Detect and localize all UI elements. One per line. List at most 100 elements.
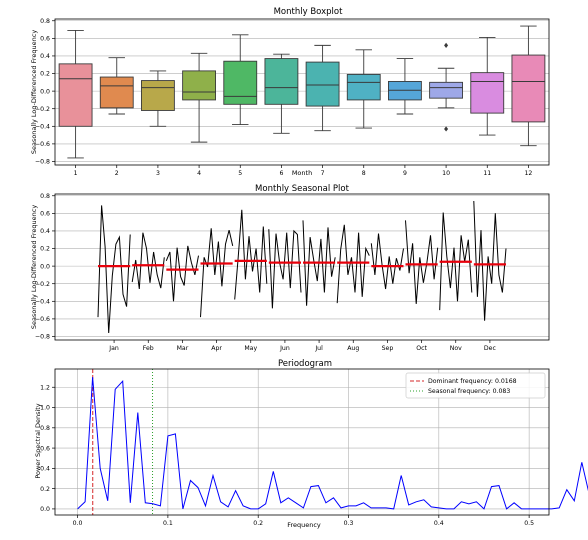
box-month-3 <box>140 70 175 127</box>
x-tick-label: 4 <box>197 170 201 177</box>
subseries-line-Aug <box>336 224 370 304</box>
subseries-line-Jul <box>302 220 336 306</box>
y-tick-label: −0.2 <box>35 281 50 288</box>
y-tick-label: 0.8 <box>40 18 50 25</box>
y-tick-label: −0.2 <box>35 106 50 113</box>
periodogram-legend: Dominant frequency: 0.0168 Seasonal frequ… <box>405 372 546 399</box>
x-tick-label: 6 <box>279 170 283 177</box>
subseries-line-Nov <box>439 212 473 311</box>
legend-label: Seasonal frequency: 0.083 <box>428 388 510 395</box>
box-body <box>511 54 546 123</box>
box-body <box>223 60 258 105</box>
seasonal-axes-frame <box>54 193 550 341</box>
x-tick-label: 2 <box>115 170 119 177</box>
subseries-line-Oct <box>405 220 439 304</box>
boxplot-xlabel: Month <box>292 169 312 177</box>
box-month-9 <box>388 58 422 115</box>
subseries-line-Apr <box>200 228 234 318</box>
x-tick-label: 1 <box>74 170 78 177</box>
boxplot-ylabel: Seasonally Log-Differenced Frequency <box>30 30 38 154</box>
y-tick-label: 0.8 <box>40 193 50 200</box>
box-body <box>264 58 299 105</box>
seasonal-mean-lines <box>98 259 506 271</box>
box-month-5 <box>223 34 258 125</box>
box-month-7 <box>305 44 340 132</box>
periodogram-title: Periodogram <box>278 359 332 369</box>
x-tick-label: 0.0 <box>73 520 83 527</box>
x-tick-label: Jun <box>279 345 290 352</box>
x-tick-label: May <box>244 345 257 352</box>
box-month-1 <box>58 29 93 159</box>
seasonal-ylabel: Seasonally Log-Differenced Frequency <box>30 205 38 329</box>
y-tick-label: −0.6 <box>35 316 50 323</box>
y-tick-label: 0.4 <box>40 466 50 473</box>
subseries-line-Jan <box>97 205 131 334</box>
x-tick-label: 5 <box>238 170 242 177</box>
x-tick-label: Aug <box>347 345 359 352</box>
y-tick-label: −0.8 <box>35 159 50 166</box>
periodogram-panel: Periodogram 0.0 0.2 0.4 0.6 0.8 1.0 1.2 0.0 0.1… <box>34 359 588 529</box>
y-tick-label: 0.0 <box>40 263 50 270</box>
x-tick-label: Dec <box>484 345 497 352</box>
box-body <box>99 76 134 109</box>
x-tick-label: 0.3 <box>344 520 354 527</box>
y-tick-label: −0.6 <box>35 141 50 148</box>
box-body <box>305 61 340 107</box>
seasonal-title: Monthly Seasonal Plot <box>255 184 350 194</box>
outlier-point <box>444 42 449 48</box>
periodogram-y-ticks: 0.0 0.2 0.4 0.6 0.8 1.0 1.2 <box>40 384 55 513</box>
y-tick-label: 0.2 <box>40 246 50 253</box>
periodogram-x-ticks: 0.0 0.1 0.2 0.3 0.4 0.5 <box>73 515 534 527</box>
box-body <box>58 63 93 127</box>
boxplot-x-ticks: 1 2 3 4 5 6 7 8 9 10 11 12 <box>74 165 532 177</box>
boxplot-boxes <box>58 25 546 159</box>
x-tick-label: Jul <box>314 345 323 352</box>
x-tick-label: 3 <box>156 170 160 177</box>
periodogram-line <box>77 377 588 510</box>
x-tick-label: Jan <box>108 345 119 352</box>
periodogram-axes-frame <box>54 368 550 516</box>
x-tick-label: 8 <box>362 170 366 177</box>
box-month-10 <box>429 42 464 132</box>
boxplot-gridlines <box>55 20 549 162</box>
y-tick-label: 0.2 <box>40 486 50 493</box>
x-tick-label: Feb <box>143 345 154 352</box>
x-tick-label: 9 <box>403 170 407 177</box>
legend-box <box>405 372 546 399</box>
periodogram-xlabel: Frequency <box>287 521 321 529</box>
box-body <box>470 72 505 114</box>
y-tick-label: 0.0 <box>40 506 50 513</box>
x-tick-label: Mar <box>177 345 189 352</box>
x-tick-label: Sep <box>382 345 394 352</box>
subseries-line-May <box>234 209 268 300</box>
x-tick-label: 7 <box>321 170 325 177</box>
x-tick-label: 12 <box>524 170 532 177</box>
x-tick-label: 0.4 <box>434 520 444 527</box>
boxplot-axes-frame <box>54 18 550 166</box>
y-tick-label: −0.4 <box>35 299 50 306</box>
box-body <box>182 70 217 101</box>
box-month-8 <box>346 49 381 129</box>
psd-line <box>77 377 588 510</box>
box-month-11 <box>470 37 505 136</box>
box-body <box>429 81 464 99</box>
box-month-2 <box>99 57 134 115</box>
subseries-line-Sep <box>370 233 404 290</box>
subseries-line-Jun <box>268 229 302 309</box>
seasonal-panel: Monthly Seasonal Plot −0.8 −0.6 −0.4 −0.2 0.… <box>30 184 550 352</box>
outlier-point <box>444 126 449 132</box>
x-tick-label: 11 <box>483 170 491 177</box>
seasonal-y-ticks: −0.8 −0.6 −0.4 −0.2 0.0 0.2 0.4 0.6 0.8 <box>35 193 55 341</box>
y-tick-label: 1.0 <box>40 405 50 412</box>
x-tick-label: Oct <box>416 345 427 352</box>
x-tick-label: Apr <box>211 345 222 352</box>
x-tick-label: Nov <box>450 345 462 352</box>
x-tick-label: 0.1 <box>163 520 173 527</box>
boxplot-panel: Monthly Boxplot −0.8 −0.6 −0.4 −0.2 0.0 0.2 0.… <box>30 7 550 177</box>
box-month-12 <box>511 25 546 147</box>
y-tick-label: −0.4 <box>35 124 50 131</box>
y-tick-label: 0.0 <box>40 88 50 95</box>
y-tick-label: 0.2 <box>40 71 50 78</box>
box-month-6 <box>264 53 299 134</box>
